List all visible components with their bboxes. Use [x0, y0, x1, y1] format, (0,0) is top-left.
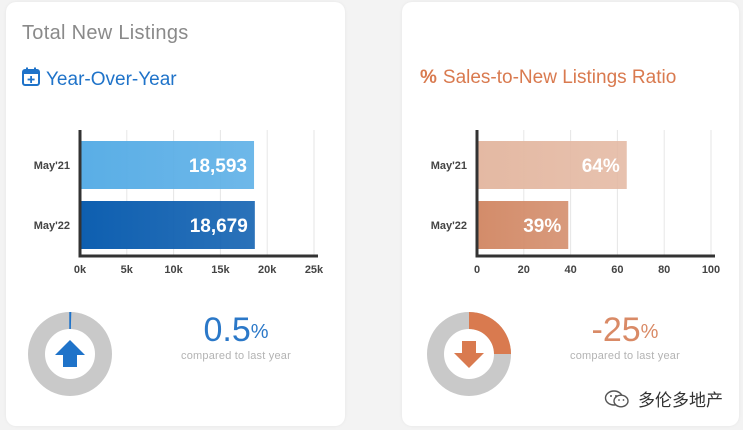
data-label: 39%: [523, 216, 561, 237]
x-tick-label: 100: [702, 264, 720, 276]
stat-value: 0.5%: [203, 311, 269, 349]
data-label: 18,679: [190, 216, 248, 237]
change-stat: 0.5% compared to last year: [156, 312, 316, 362]
change-donut: [427, 312, 511, 396]
percent-icon: %: [420, 67, 437, 88]
data-label: 64%: [582, 156, 620, 177]
change-donut: [28, 312, 112, 396]
stat-caption: compared to last year: [181, 350, 291, 362]
x-tick-label: 20k: [258, 264, 277, 276]
x-tick-label: 5k: [121, 264, 134, 276]
change-stat: -25% compared to last year: [545, 312, 705, 362]
chart-subtitle: Year-Over-Year: [22, 67, 177, 92]
category-label: May'21: [34, 160, 70, 172]
new-listings-bar-chart: 18,593 May'21 18,679 May'22 0k 5k 10k 15k 20k 25k: [34, 130, 324, 276]
x-tick-label: 25k: [305, 264, 324, 276]
x-tick-label: 10k: [164, 264, 183, 276]
arrow-up-icon: [55, 340, 85, 367]
stat-caption: compared to last year: [570, 350, 680, 362]
bar: [81, 141, 255, 189]
donut-segment: [469, 312, 511, 354]
sales-to-new-listings-card: % Sales-to-New Listings Ratio 64% May'21 3…: [402, 2, 739, 426]
card-title: Total New Listings: [22, 22, 189, 44]
x-tick-label: 20: [518, 264, 530, 276]
wechat-logo-icon: [604, 389, 629, 408]
x-tick-label: 0k: [74, 264, 87, 276]
x-tick-label: 60: [611, 264, 623, 276]
wechat-watermark: 多伦多地产: [604, 386, 723, 411]
total-new-listings-card: Total New Listings Year-Over-Year 18,593…: [6, 2, 345, 426]
sales-ratio-bar-chart: 64% May'21 39% May'22 0 20 40 60 80 100: [431, 130, 720, 276]
category-label: May'22: [34, 220, 70, 232]
subtitle-label: Year-Over-Year: [46, 68, 177, 90]
x-tick-label: 15k: [211, 264, 230, 276]
bar: [478, 201, 569, 249]
x-tick-label: 80: [658, 264, 670, 276]
data-label: 18,593: [189, 156, 247, 177]
x-tick-label: 0: [474, 264, 480, 276]
category-label: May'22: [431, 220, 467, 232]
subtitle-label: Sales-to-New Listings Ratio: [442, 67, 677, 88]
arrow-down-icon: [454, 341, 484, 368]
bar: [81, 201, 255, 249]
watermark-text: 多伦多地产: [638, 391, 723, 411]
calendar-plus-icon: [22, 67, 40, 92]
category-label: May'21: [431, 160, 467, 172]
x-tick-label: 40: [564, 264, 576, 276]
chart-subtitle: % Sales-to-New Listings Ratio: [420, 67, 676, 89]
stat-value: -25%: [591, 311, 659, 349]
bar: [478, 141, 627, 189]
